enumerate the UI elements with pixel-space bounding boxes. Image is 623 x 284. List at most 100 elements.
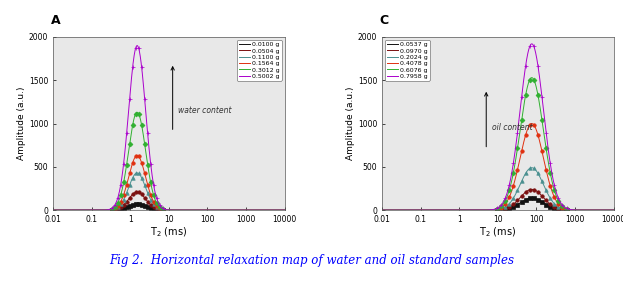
0.0537 g — [578, 208, 586, 212]
0.0537 g — [519, 200, 526, 203]
Line: 0.7958 g: 0.7958 g — [382, 44, 614, 210]
0.1100 g — [249, 208, 257, 212]
Text: oil content: oil content — [492, 123, 533, 132]
0.0100 g — [184, 208, 191, 212]
Text: water content: water content — [178, 106, 232, 115]
0.1564 g — [64, 208, 71, 212]
0.1564 g — [197, 208, 204, 212]
0.0504 g — [197, 208, 204, 212]
0.5002 g — [49, 208, 57, 212]
0.0504 g — [226, 208, 233, 212]
0.1564 g — [49, 208, 57, 212]
0.6076 g — [554, 198, 562, 202]
0.6076 g — [513, 153, 520, 156]
0.2024 g — [528, 166, 536, 170]
0.7958 g — [578, 208, 586, 212]
0.6076 g — [519, 112, 526, 115]
Line: 0.0100 g: 0.0100 g — [53, 204, 285, 210]
Line: 0.1100 g: 0.1100 g — [53, 173, 285, 210]
0.0100 g — [133, 202, 141, 206]
0.2024 g — [519, 178, 526, 181]
0.2024 g — [554, 205, 562, 208]
0.3012 g — [197, 208, 204, 212]
0.2024 g — [526, 167, 533, 170]
0.7958 g — [519, 87, 526, 90]
0.2024 g — [578, 208, 586, 212]
0.4078 g — [519, 145, 526, 149]
0.0970 g — [526, 188, 533, 191]
0.3012 g — [190, 208, 197, 212]
0.6076 g — [378, 208, 386, 212]
0.0970 g — [554, 207, 562, 210]
0.0537 g — [378, 208, 386, 212]
0.0504 g — [184, 208, 191, 212]
Text: C: C — [379, 14, 389, 26]
0.2024 g — [513, 191, 520, 194]
0.0100 g — [64, 208, 71, 212]
0.2024 g — [392, 208, 400, 212]
0.0504 g — [190, 208, 197, 212]
0.4078 g — [528, 122, 536, 125]
0.0537 g — [513, 203, 520, 207]
0.7958 g — [528, 42, 536, 45]
0.6076 g — [578, 208, 586, 212]
0.5002 g — [190, 208, 197, 212]
0.0100 g — [226, 208, 233, 212]
0.0504 g — [64, 208, 71, 212]
0.5002 g — [184, 208, 191, 212]
0.0100 g — [197, 208, 204, 212]
0.3012 g — [133, 110, 141, 114]
0.5002 g — [249, 208, 257, 212]
0.1564 g — [249, 208, 257, 212]
0.7958 g — [526, 45, 533, 49]
0.7958 g — [392, 208, 400, 212]
0.3012 g — [249, 208, 257, 212]
0.1100 g — [49, 208, 57, 212]
0.0970 g — [513, 200, 520, 203]
0.4078 g — [378, 208, 386, 212]
0.0970 g — [378, 208, 386, 212]
0.0100 g — [190, 208, 197, 212]
0.0537 g — [554, 208, 562, 211]
0.0970 g — [519, 193, 526, 197]
0.4078 g — [513, 172, 520, 176]
0.1564 g — [190, 208, 197, 212]
0.6076 g — [528, 76, 536, 79]
X-axis label: T$_2$ (ms): T$_2$ (ms) — [479, 225, 516, 239]
0.2024 g — [378, 208, 386, 212]
0.7958 g — [554, 196, 562, 199]
0.1100 g — [190, 208, 197, 212]
Line: 0.4078 g: 0.4078 g — [382, 124, 614, 210]
0.0100 g — [249, 208, 257, 212]
0.3012 g — [64, 208, 71, 212]
Text: Fig 2.  Horizontal relaxation map of water and oil standard samples: Fig 2. Horizontal relaxation map of wate… — [109, 254, 514, 267]
Text: A: A — [50, 14, 60, 26]
Line: 0.0537 g: 0.0537 g — [382, 198, 614, 210]
0.0537 g — [392, 208, 400, 212]
0.7958 g — [513, 139, 520, 142]
0.1564 g — [281, 208, 288, 212]
Line: 0.0970 g: 0.0970 g — [382, 189, 614, 210]
0.1100 g — [281, 208, 288, 212]
Line: 0.6076 g: 0.6076 g — [382, 78, 614, 210]
0.3012 g — [226, 208, 233, 212]
0.6076 g — [392, 208, 400, 212]
0.1100 g — [226, 208, 233, 212]
0.0100 g — [49, 208, 57, 212]
0.1100 g — [184, 208, 191, 212]
0.7958 g — [378, 208, 386, 212]
0.2024 g — [610, 208, 617, 212]
0.4078 g — [610, 208, 617, 212]
0.0504 g — [281, 208, 288, 212]
0.5002 g — [281, 208, 288, 212]
0.1100 g — [64, 208, 71, 212]
0.0537 g — [526, 197, 533, 200]
0.5002 g — [226, 208, 233, 212]
0.5002 g — [133, 44, 141, 47]
0.1564 g — [133, 154, 141, 157]
Line: 0.5002 g: 0.5002 g — [53, 46, 285, 210]
Y-axis label: Amplitude (a.u.): Amplitude (a.u.) — [17, 87, 26, 160]
0.1564 g — [226, 208, 233, 212]
Legend: 0.0100 g, 0.0504 g, 0.1100 g, 0.1564 g, 0.3012 g, 0.5002 g: 0.0100 g, 0.0504 g, 0.1100 g, 0.1564 g, … — [237, 40, 282, 81]
0.0100 g — [281, 208, 288, 212]
